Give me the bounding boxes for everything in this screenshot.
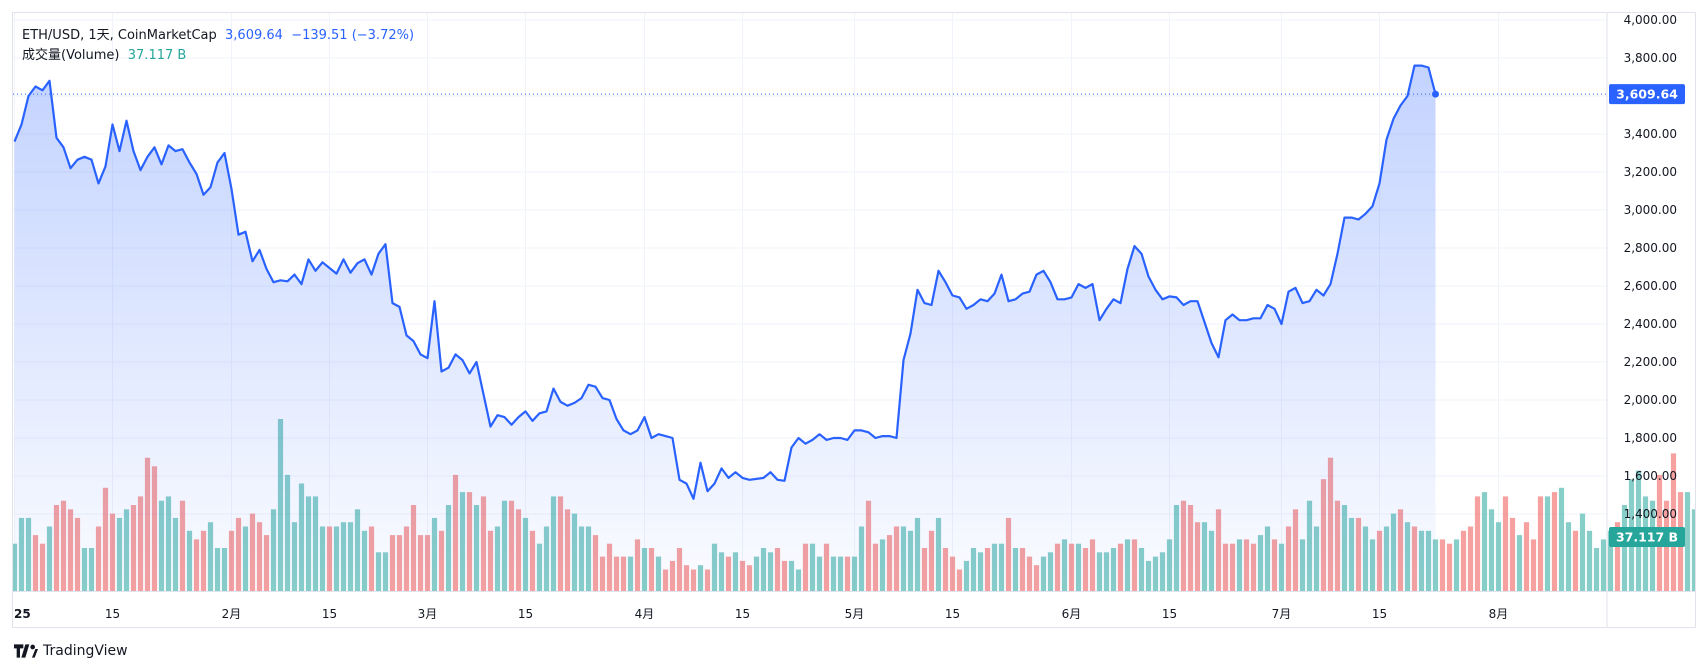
- volume-bar: [1544, 496, 1551, 591]
- last-price-badge: [1609, 84, 1685, 105]
- volume-bar: [1607, 530, 1614, 591]
- volume-bar: [1495, 522, 1502, 591]
- last-price: 3,609.64: [225, 28, 283, 43]
- y-tick-label: 3,200.00: [1624, 165, 1677, 179]
- volume-bar: [1516, 535, 1523, 591]
- symbol-legend: ETH/USD, 1天, CoinMarketCap 3,609.64 −139…: [22, 24, 414, 43]
- volume-bar: [1502, 496, 1509, 591]
- volume-value: 37.117 B: [127, 48, 187, 63]
- volume-bar: [1537, 496, 1544, 591]
- x-tick-label: 8月: [1489, 607, 1509, 621]
- volume-bar: [1460, 530, 1467, 591]
- x-tick-label: 5月: [845, 607, 865, 621]
- price-change: −139.51 (−3.72%): [291, 28, 415, 43]
- y-tick-label: 1,800.00: [1624, 431, 1677, 445]
- x-tick-label: 6月: [1062, 607, 1082, 621]
- x-tick-label: 15: [1372, 607, 1387, 621]
- y-tick-label: 3,800.00: [1624, 51, 1677, 65]
- volume-bar: [1600, 539, 1607, 591]
- last-price-marker: [1432, 90, 1439, 98]
- volume-bar: [1670, 453, 1677, 591]
- y-tick-label: 1,400.00: [1624, 507, 1677, 521]
- volume-bar: [1621, 505, 1628, 591]
- x-tick-label: 4月: [635, 607, 655, 621]
- volume-bar: [1474, 496, 1481, 591]
- x-tick-label: 15: [735, 607, 750, 621]
- chart-frame: 4,000.003,800.003,600.003,400.003,200.00…: [12, 12, 1696, 628]
- x-tick-label: 25: [14, 607, 31, 621]
- y-tick-label: 4,000.00: [1624, 13, 1677, 27]
- volume-bar: [1439, 539, 1446, 591]
- volume-bar: [1614, 522, 1621, 591]
- volume-bar: [1453, 539, 1460, 591]
- x-tick-label: 15: [1162, 607, 1177, 621]
- x-tick-label: 7月: [1272, 607, 1292, 621]
- symbol-info: ETH/USD, 1天, CoinMarketCap: [22, 28, 217, 43]
- volume-bar: [1551, 492, 1558, 591]
- volume-bar: [1579, 513, 1586, 591]
- price-area: [14, 65, 1436, 592]
- y-tick-label: 1,600.00: [1624, 469, 1677, 483]
- x-tick-label: 3月: [418, 607, 438, 621]
- y-tick-label: 3,400.00: [1624, 127, 1677, 141]
- volume-bar: [1530, 539, 1537, 591]
- y-tick-label: 2,600.00: [1624, 279, 1677, 293]
- tradingview-logo-icon: [14, 644, 38, 658]
- volume-bar: [1523, 522, 1530, 591]
- volume-bar: [1565, 522, 1572, 591]
- tradingview-logo[interactable]: TradingView: [14, 643, 128, 659]
- volume-bar: [1586, 530, 1593, 591]
- y-tick-label: 2,800.00: [1624, 241, 1677, 255]
- price-line: [13, 64, 1437, 500]
- volume-bar: [1481, 492, 1488, 591]
- x-tick-label: 15: [945, 607, 960, 621]
- volume-bar: [1446, 543, 1453, 591]
- volume-last-label: 37.117 B: [1616, 530, 1678, 545]
- volume-badge: [1609, 527, 1685, 547]
- x-tick-label: 2月: [222, 607, 242, 621]
- volume-legend: 成交量(Volume) 37.117 B: [22, 44, 186, 63]
- x-tick-label: 15: [105, 607, 120, 621]
- price-chart[interactable]: 4,000.003,800.003,600.003,400.003,200.00…: [13, 13, 1695, 627]
- last-price-label: 3,609.64: [1616, 87, 1678, 102]
- brand-name: TradingView: [43, 643, 128, 659]
- volume-bar: [1572, 530, 1579, 591]
- y-tick-label: 2,000.00: [1624, 393, 1677, 407]
- volume-bar: [1467, 526, 1474, 591]
- volume-bar: [1558, 487, 1565, 591]
- y-tick-label: 2,400.00: [1624, 317, 1677, 331]
- y-tick-label: 2,200.00: [1624, 355, 1677, 369]
- volume-bar: [1509, 517, 1516, 591]
- volume-label: 成交量(Volume): [22, 48, 120, 63]
- x-tick-label: 15: [322, 607, 337, 621]
- volume-bar: [1488, 509, 1495, 591]
- volume-bar: [1593, 548, 1600, 591]
- y-tick-label: 3,000.00: [1624, 203, 1677, 217]
- volume-bar: [1684, 492, 1691, 591]
- volume-bar: [1691, 509, 1695, 591]
- x-tick-label: 15: [518, 607, 533, 621]
